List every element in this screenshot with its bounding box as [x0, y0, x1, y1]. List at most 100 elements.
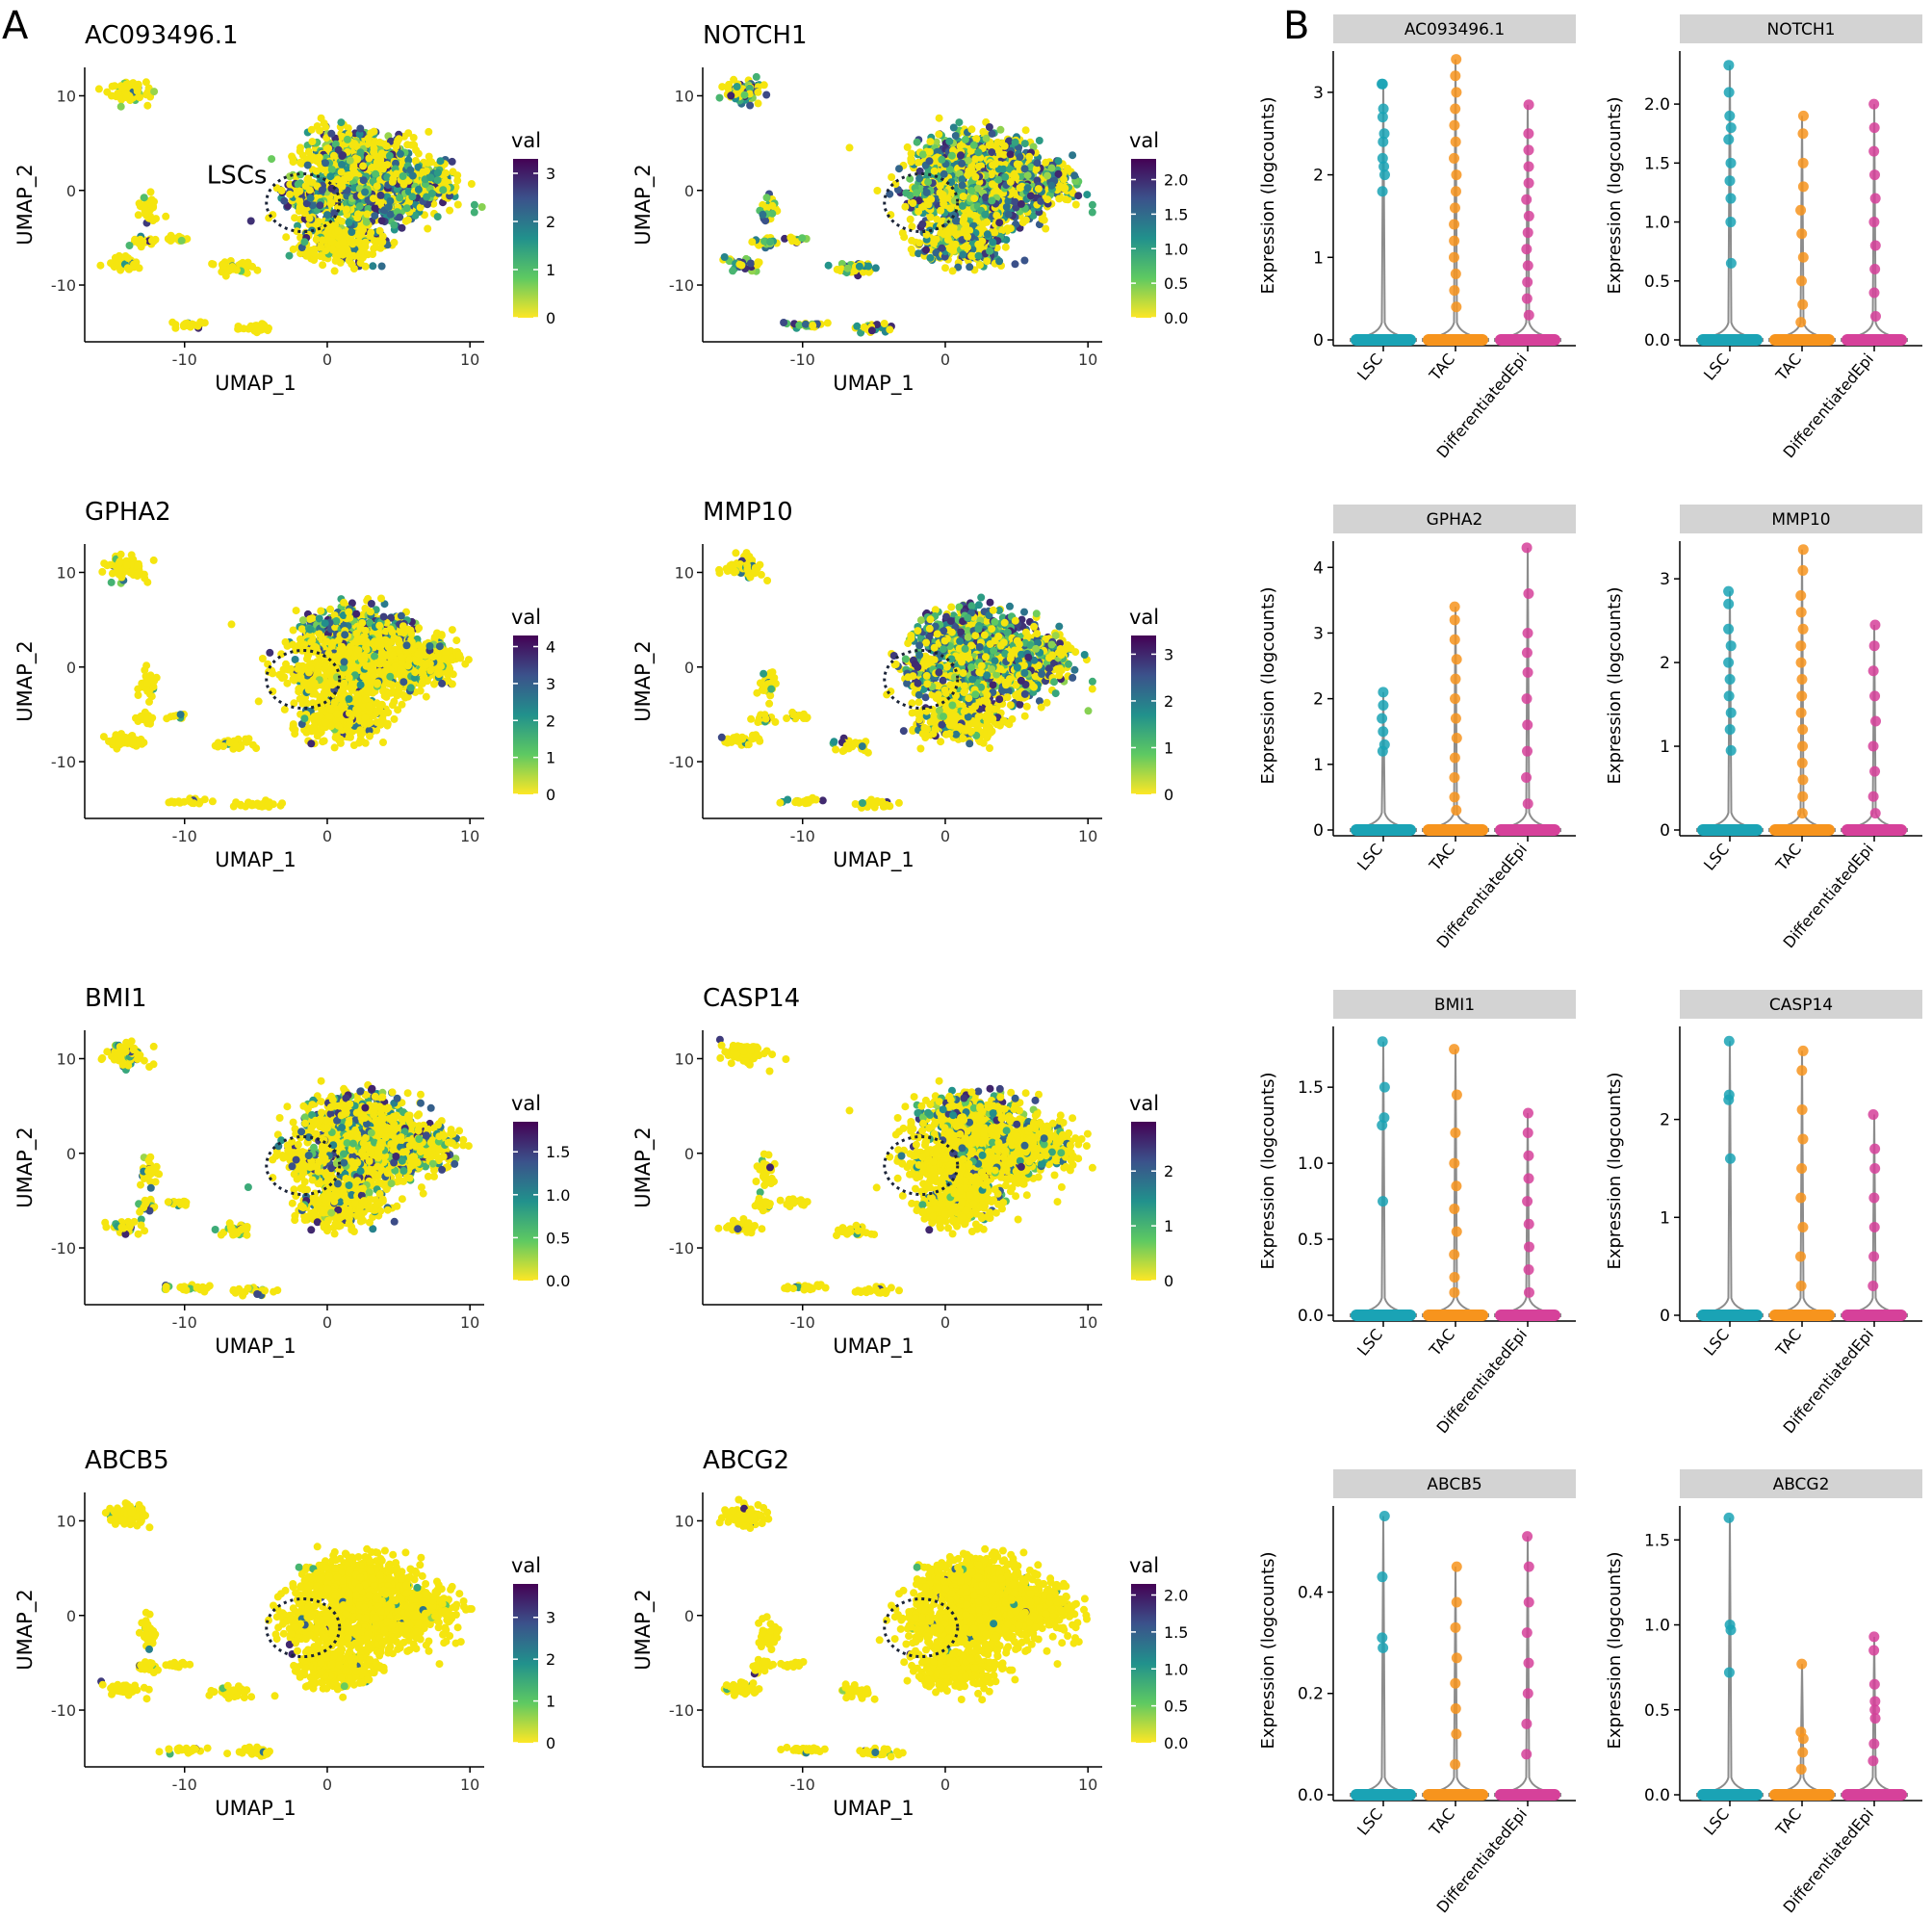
cell-point — [326, 172, 335, 181]
cell-point — [989, 238, 997, 246]
cell-point — [317, 243, 325, 251]
cell-point — [1042, 158, 1050, 167]
cell-point — [140, 194, 148, 202]
cell-point — [918, 150, 927, 159]
cell-point — [346, 613, 354, 622]
cell-point — [1060, 184, 1069, 192]
cell-point — [762, 194, 771, 202]
cell-point — [307, 125, 316, 134]
cell-point — [935, 114, 943, 122]
cell-point — [361, 262, 370, 271]
cell-point — [801, 320, 810, 328]
cell-point — [433, 176, 442, 185]
cell-point — [940, 169, 948, 178]
cell-point — [306, 194, 315, 202]
cell-point — [439, 186, 448, 194]
x-tick-label: -10 — [790, 350, 815, 369]
cell-point — [766, 238, 775, 246]
cell-point — [365, 154, 374, 163]
cell-point — [895, 165, 903, 173]
cell-point — [843, 264, 852, 272]
cell-point — [424, 224, 432, 233]
cell-point — [338, 161, 347, 169]
cell-point — [296, 143, 304, 152]
cell-point — [403, 141, 412, 149]
cell-point — [467, 180, 476, 188]
cell-point — [327, 129, 336, 138]
cell-point — [922, 189, 931, 196]
cell-point — [733, 83, 741, 91]
umap-title: NOTCH1 — [703, 21, 808, 50]
cell-point — [384, 203, 393, 211]
cell-point — [951, 132, 960, 140]
cell-point — [918, 220, 927, 228]
cell-point — [107, 91, 116, 100]
cell-point — [957, 151, 966, 160]
cell-point — [762, 91, 771, 99]
cell-point — [433, 213, 442, 221]
cell-point — [824, 261, 833, 270]
y-tick-label: -10 — [51, 276, 76, 295]
legend-tick-label: 0 — [546, 309, 555, 327]
cell-point — [1062, 195, 1070, 203]
cell-point — [419, 168, 427, 176]
cell-point — [720, 253, 729, 261]
panel-labels: A B — [2, 4, 1309, 48]
cell-point — [424, 159, 432, 167]
cell-point — [1020, 256, 1029, 265]
cell-point — [992, 211, 1001, 220]
cell-point — [244, 261, 252, 270]
cell-point — [976, 261, 984, 270]
cell-point — [370, 127, 378, 136]
cell-point — [353, 214, 362, 222]
cell-point — [958, 159, 966, 168]
cell-point — [332, 617, 341, 625]
cell-point — [441, 169, 450, 177]
cell-point — [316, 126, 323, 135]
cell-point — [759, 210, 767, 219]
cell-point — [300, 209, 309, 218]
cell-point — [412, 145, 421, 154]
cell-point — [809, 322, 817, 330]
cell-point — [888, 173, 896, 181]
cell-point — [277, 187, 286, 194]
cell-point — [901, 202, 910, 211]
cell-point — [296, 158, 304, 167]
cell-point — [366, 232, 374, 241]
cell-point — [477, 203, 486, 211]
cell-point — [1071, 200, 1080, 209]
cell-point — [125, 242, 134, 249]
x-axis-label: UMAP_1 — [215, 372, 296, 396]
cell-point — [958, 201, 966, 210]
cell-point — [940, 199, 948, 208]
cell-point — [376, 191, 385, 199]
cell-point — [149, 217, 157, 225]
cell-point — [985, 123, 993, 131]
cell-point — [982, 134, 991, 143]
cell-point — [930, 167, 939, 175]
cell-point — [409, 134, 418, 142]
cell-point — [294, 180, 302, 189]
cell-point — [298, 151, 307, 160]
cell-point — [470, 200, 478, 209]
cell-point — [308, 138, 317, 146]
cell-point — [974, 251, 983, 260]
cell-point — [408, 171, 417, 180]
cell-point — [366, 608, 374, 616]
cell-point — [967, 125, 976, 134]
cell-point — [715, 93, 724, 102]
cell-point — [938, 244, 946, 252]
cell-point — [983, 230, 992, 239]
y-tick-label: -10 — [669, 276, 694, 295]
cell-point — [342, 174, 350, 183]
cell-point — [983, 257, 992, 266]
cell-point — [322, 637, 331, 646]
x-tick-label: -10 — [172, 350, 197, 369]
cell-point — [1023, 184, 1032, 193]
cell-point — [122, 90, 131, 98]
cell-point — [994, 146, 1003, 155]
cell-point — [338, 247, 346, 256]
cell-point — [312, 167, 321, 175]
cell-point — [397, 611, 405, 620]
cell-point — [148, 236, 156, 245]
